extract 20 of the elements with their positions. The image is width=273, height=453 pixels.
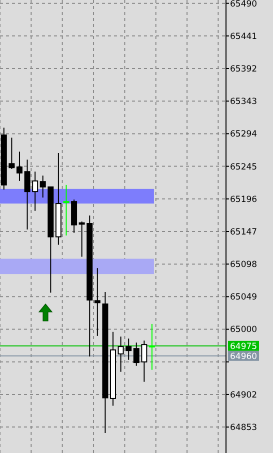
candlestick <box>16 151 22 182</box>
y-tick-label: 65294 <box>230 130 258 140</box>
y-tick-label: 65392 <box>230 64 258 74</box>
ref-line-label: 64975 <box>230 342 258 352</box>
ref-line-label: 64960 <box>230 352 258 362</box>
y-tick-label: 64853 <box>230 423 258 434</box>
candlestick <box>63 184 70 236</box>
candlestick <box>94 268 100 336</box>
candlestick <box>71 199 78 234</box>
candlestick <box>148 323 155 370</box>
y-tick-label: 65049 <box>230 292 258 303</box>
y-tick-label: 65000 <box>230 325 258 336</box>
y-tick-label: 65245 <box>230 162 258 172</box>
y-tick-label: 65098 <box>230 260 258 270</box>
y-tick-label: 65490 <box>230 0 258 10</box>
y-tick-label: 65196 <box>230 194 258 205</box>
y-tick-label: 65441 <box>230 32 258 42</box>
y-tick-label: 65343 <box>230 97 258 108</box>
y-tick-label: 64902 <box>230 390 258 400</box>
y-tick-label: 65147 <box>230 227 258 238</box>
